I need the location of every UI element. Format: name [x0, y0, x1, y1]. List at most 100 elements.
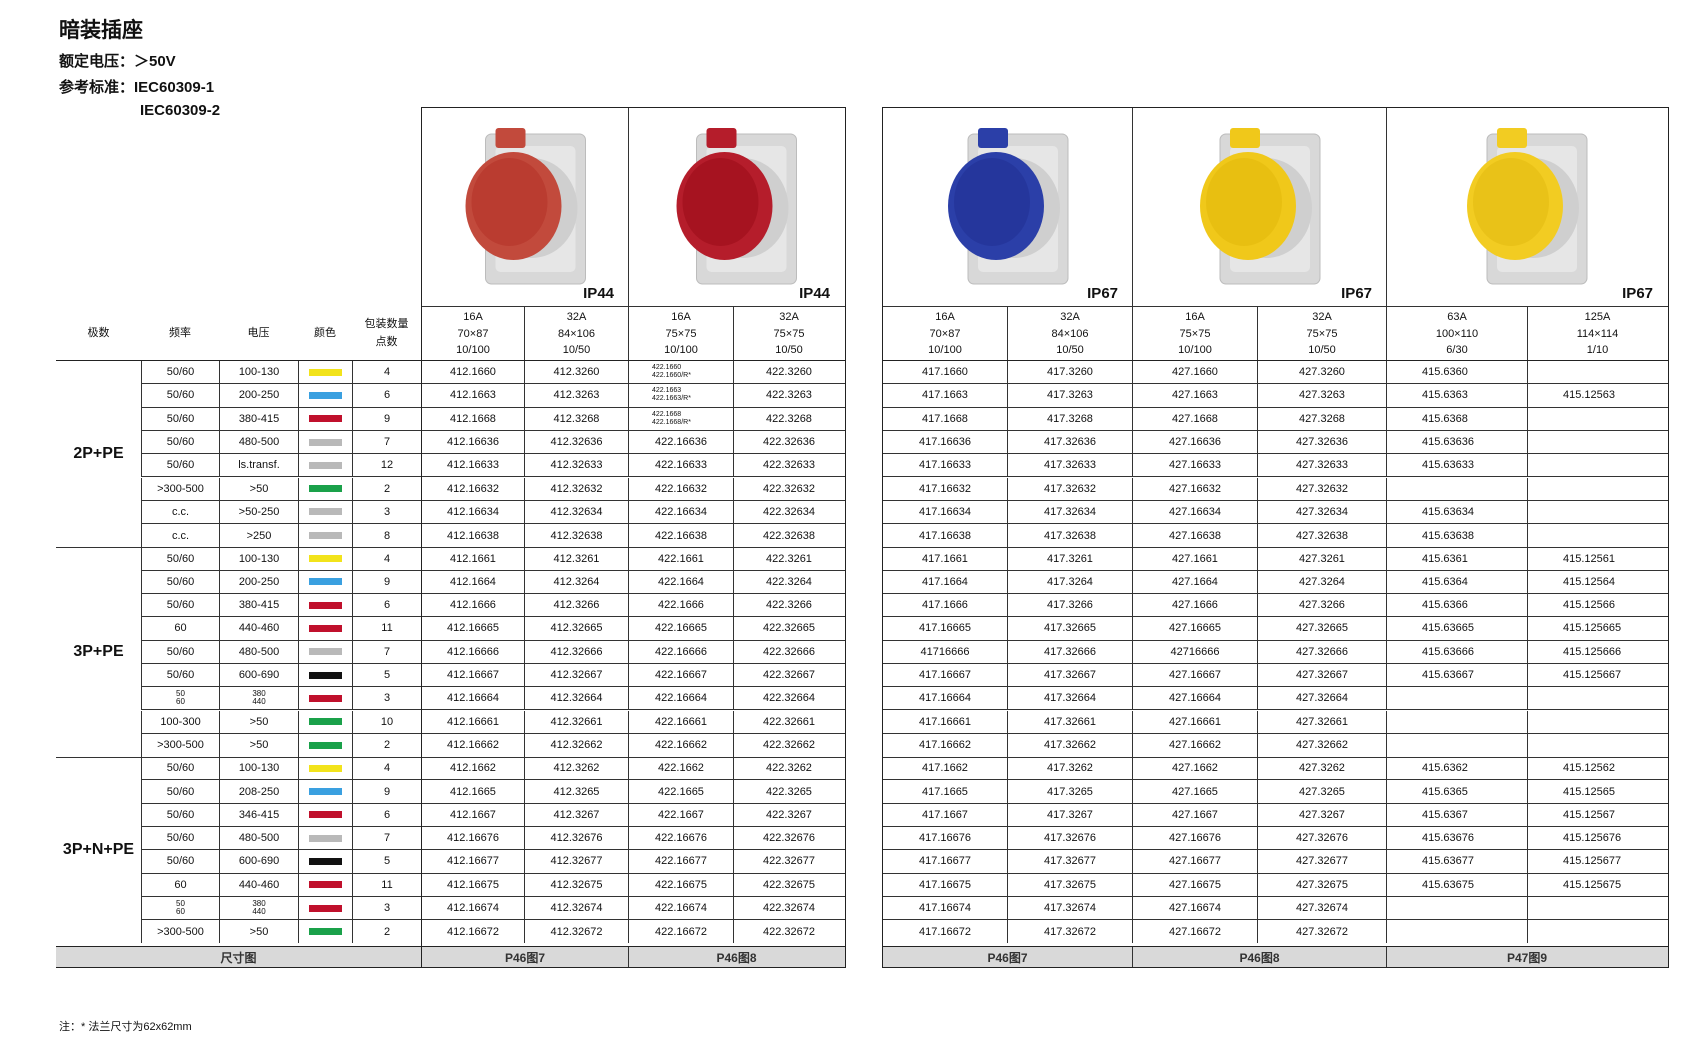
product-code: 417.3262 — [1008, 757, 1133, 780]
product-code: 417.16677 — [883, 850, 1008, 873]
product-code: 417.3265 — [1008, 780, 1133, 803]
color-swatch — [309, 881, 342, 889]
qty-cell: 3 — [352, 500, 421, 524]
spec-pack: 1/10 — [1586, 344, 1609, 357]
product-code: 417.32633 — [1008, 454, 1133, 477]
code-row: 417.16675 417.32675 427.16675 427.32675 415.… — [883, 873, 1668, 897]
product-code — [1528, 897, 1667, 919]
product-code: 422.32662 — [763, 739, 815, 752]
product-code: 422.3267 — [766, 808, 812, 821]
freq-cell: 50/60 — [141, 827, 219, 850]
product-code: 412.32677 — [525, 850, 629, 873]
color-swatch — [309, 741, 342, 749]
code-row: 417.16664 417.32664 427.16664 427.32664 — [883, 687, 1668, 711]
product-code: 422.3261 — [766, 552, 812, 565]
product-code: 427.3268 — [1258, 407, 1387, 430]
freq-cell: 60 — [141, 873, 219, 896]
product-code — [1387, 896, 1528, 920]
spec-row: 100-300 >50 10 — [141, 710, 421, 734]
product-code: 412.3265 — [525, 780, 629, 803]
product-code: 415.6367 — [1387, 803, 1528, 826]
qty-cell: 12 — [352, 454, 421, 477]
product-code: 422.16638 — [629, 524, 734, 548]
voltage-cell: 380-415 — [219, 594, 298, 617]
product-code: 422.1662 — [629, 757, 734, 780]
product-code: 417.16665 — [883, 617, 1008, 640]
voltage-cell: 346-415 — [219, 803, 298, 826]
product-code: 417.32634 — [1008, 500, 1133, 524]
group-divider — [883, 756, 1668, 758]
code-row: 412.16675 412.32675 422.16675 422.32675 — [422, 873, 845, 897]
product-code: 422.32674 — [763, 902, 815, 915]
qty-cell: 3 — [352, 687, 421, 710]
product-code: 415.12567 — [1563, 808, 1615, 821]
product-code: 427.32664 — [1258, 687, 1387, 710]
qty-cell: 5 — [352, 850, 421, 873]
product-code: 415.125675 — [1563, 878, 1622, 891]
product-code: 417.3264 — [1008, 570, 1133, 593]
spec-row: 50/60 200-250 9 — [141, 570, 421, 594]
product-code — [1387, 920, 1528, 944]
spec-row: 50/60 480-500 7 — [141, 827, 421, 851]
product-code: 417.3266 — [1008, 594, 1133, 617]
product-code: 412.16667 — [422, 663, 525, 687]
freq-cell: 50/60 — [141, 850, 219, 873]
product-code: 415.6364 — [1387, 570, 1528, 593]
dimension-drawing-label: 尺寸图 — [56, 947, 421, 968]
product-code: 417.16661 — [883, 710, 1008, 733]
color-swatch — [309, 834, 342, 842]
column-spec: 125A 114×114 1/10 — [1528, 307, 1667, 361]
product-code: 415.63667 — [1387, 663, 1528, 687]
product-code — [1528, 408, 1667, 430]
qty-cell: 10 — [352, 710, 421, 733]
column-spec: 63A 100×110 6/30 — [1387, 307, 1528, 361]
product-code: 417.16636 — [883, 430, 1008, 454]
product-code: 415.63666 — [1387, 640, 1528, 663]
color-swatch — [309, 461, 342, 469]
product-code: 41716666 — [883, 640, 1008, 663]
code-row: 412.16677 412.32677 422.16677 422.32677 — [422, 850, 845, 874]
product-code: 422.16664 — [629, 687, 734, 710]
color-cell — [298, 896, 352, 920]
code-row: 417.16665 417.32665 427.16665 427.32665 415.… — [883, 617, 1668, 641]
code-row: 412.1667 412.3267 422.1667 422.3267 — [422, 803, 845, 827]
product-code: 412.16632 — [422, 477, 525, 500]
spec-size: 84×106 — [1051, 327, 1089, 340]
group-divider — [422, 756, 845, 758]
spec-pack: 10/50 — [1056, 344, 1084, 357]
footnote: 注：* 法兰尺寸为62x62mm — [59, 1021, 192, 1033]
qty-cell: 9 — [352, 407, 421, 430]
product-code: 415.12565 — [1563, 785, 1615, 798]
voltage-cell: >50 — [219, 920, 298, 944]
dimension-refs: P46图7 P46图8 P47图9 — [883, 947, 1668, 967]
code-row: 412.16666 412.32666 422.16666 422.32666 — [422, 640, 845, 664]
voltage-cell: >250 — [219, 524, 298, 548]
color-cell — [298, 873, 352, 896]
product-code — [1528, 524, 1667, 547]
spec-current: 32A — [1060, 311, 1080, 324]
code-row: 412.16634 412.32634 422.16634 422.32634 — [422, 500, 845, 525]
product-code: 415.6360 — [1387, 361, 1528, 384]
header-voltage: 电压 — [247, 327, 270, 339]
product-code: 422.3260 — [766, 366, 812, 379]
product-code: 412.16676 — [422, 827, 525, 850]
product-code: 427.16636 — [1133, 430, 1258, 454]
product-code: 422.16662 — [629, 733, 734, 758]
qty-cell: 2 — [352, 733, 421, 758]
product-code: 417.1666 — [883, 594, 1008, 617]
column-spec: 16A 75×75 10/100 — [1133, 307, 1258, 361]
product-code: 417.1668 — [883, 407, 1008, 430]
color-cell — [298, 850, 352, 873]
qty-cell: 5 — [352, 663, 421, 687]
qty-cell: 3 — [352, 896, 421, 920]
socket-image — [948, 128, 1069, 285]
product-code: 422.1664 — [629, 570, 734, 593]
voltage-cell: >50-250 — [219, 500, 298, 524]
freq-cell: >300-500 — [141, 477, 219, 500]
product-code: 427.1660 — [1133, 361, 1258, 384]
color-cell — [298, 430, 352, 454]
voltage-cell: 480-500 — [219, 827, 298, 850]
product-code: 417.1661 — [883, 547, 1008, 570]
product-code: 427.32634 — [1258, 500, 1387, 524]
product-code: 417.32638 — [1008, 524, 1133, 548]
